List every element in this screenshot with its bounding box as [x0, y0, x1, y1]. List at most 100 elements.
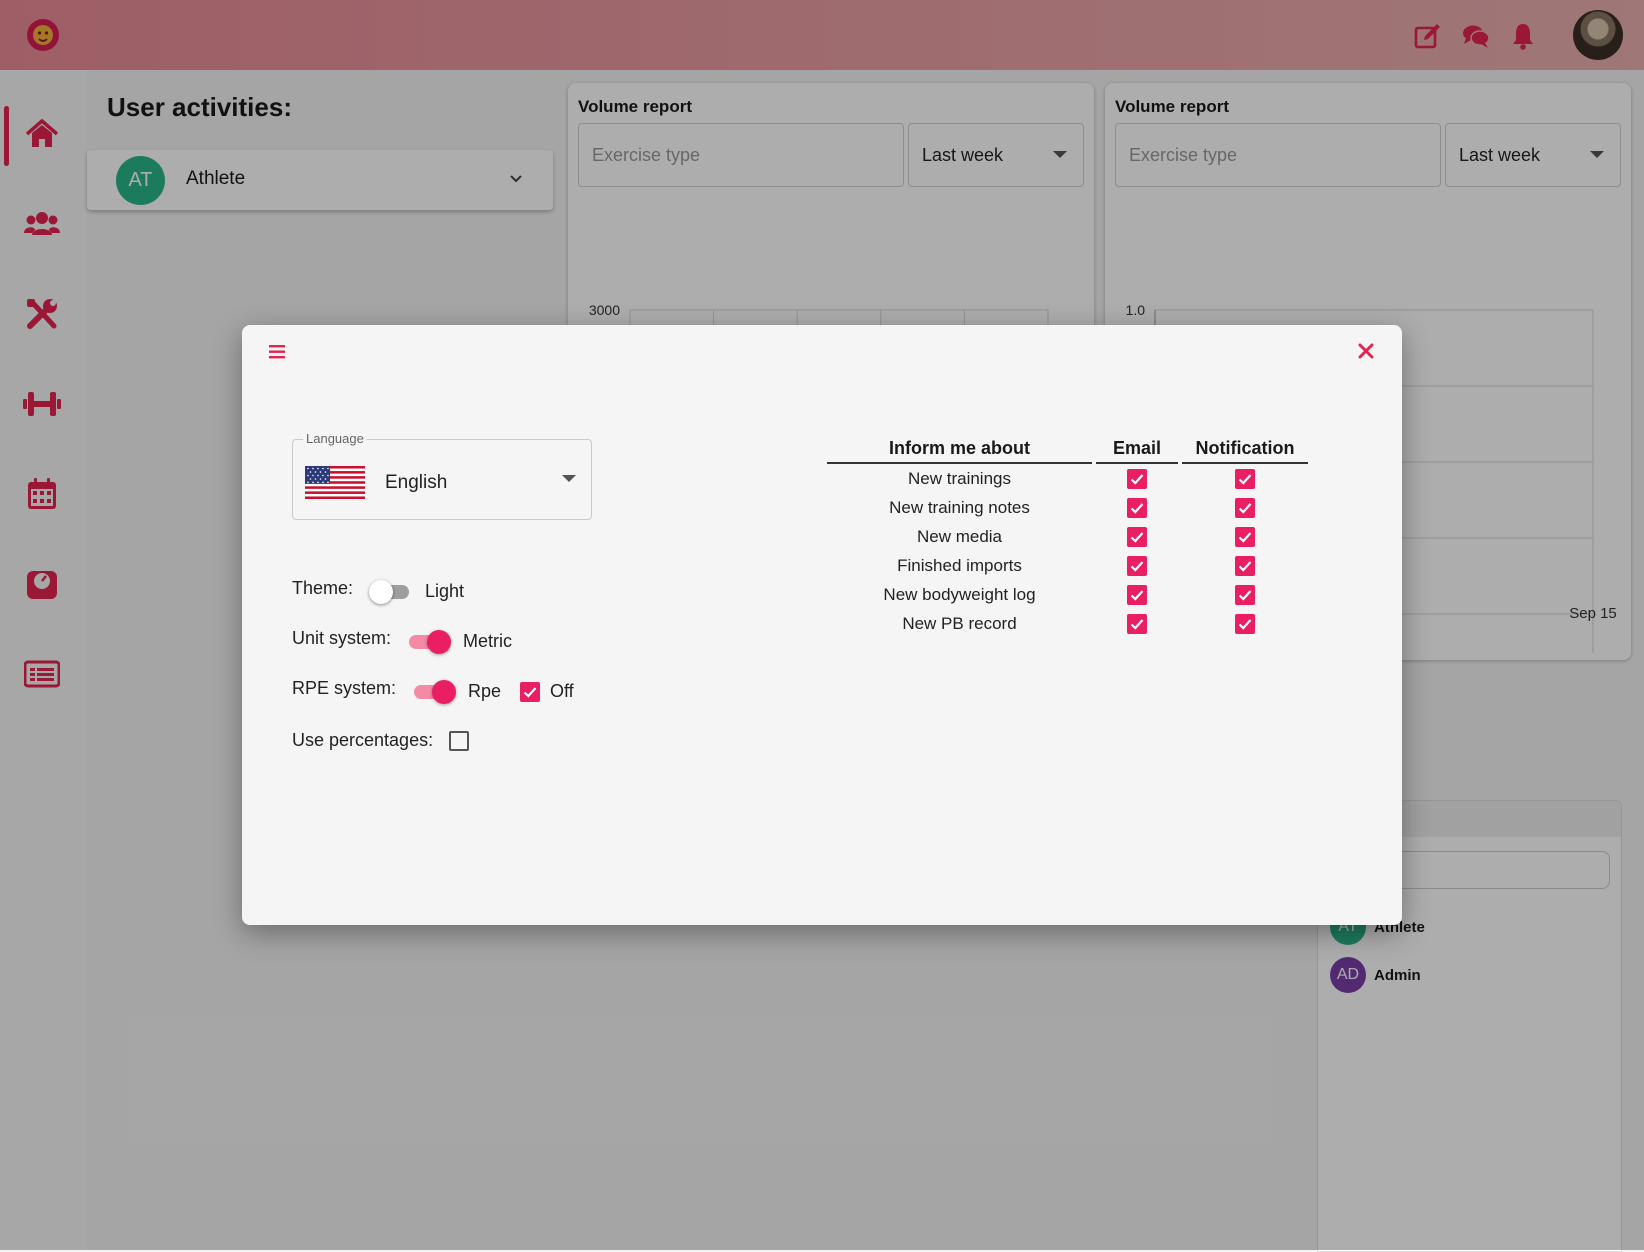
toggle-thumb	[432, 680, 456, 704]
email-cell	[1096, 609, 1178, 638]
notification-checkbox[interactable]	[1235, 497, 1255, 518]
row-label: Finished imports	[897, 555, 1022, 575]
tools-icon	[27, 299, 57, 329]
top-app-bar	[0, 0, 1644, 70]
home-icon	[25, 119, 59, 147]
email-checkbox[interactable]	[1127, 497, 1147, 518]
email-checkbox[interactable]	[1127, 468, 1147, 489]
dumbbell-icon	[23, 392, 61, 416]
table-row: New bodyweight log	[827, 580, 1308, 609]
check-icon	[1238, 619, 1252, 630]
check-icon	[1130, 532, 1144, 543]
card-title: Volume report	[578, 97, 692, 116]
table-row: New training notes	[827, 493, 1308, 522]
notification-checkbox[interactable]	[1235, 613, 1255, 634]
check-icon	[1238, 590, 1252, 601]
notification-preferences-table: Inform me about Email Notification New t…	[823, 435, 1312, 638]
period-select[interactable]: Last week	[1445, 123, 1621, 187]
theme-value: Light	[425, 581, 465, 601]
sidebar-item-bodyweight[interactable]	[18, 560, 66, 608]
exercise-type-input[interactable]: Exercise type	[1115, 123, 1441, 187]
language-label: Language	[303, 431, 367, 446]
sidebar-item-calendar[interactable]	[18, 470, 66, 518]
calendar-icon	[28, 478, 56, 509]
theme-label: Theme:	[292, 578, 354, 598]
rpe-system-toggle[interactable]	[410, 678, 456, 706]
toggle-thumb	[369, 580, 393, 604]
theme-toggle[interactable]	[369, 578, 413, 606]
notification-cell	[1182, 464, 1308, 493]
email-cell	[1096, 464, 1178, 493]
period-select[interactable]: Last week	[908, 123, 1084, 187]
language-select[interactable]: Language English	[292, 431, 592, 520]
use-percentages-checkbox[interactable]	[449, 731, 469, 751]
caret-down-icon	[562, 475, 576, 482]
row-label: New media	[916, 526, 1003, 546]
bell-icon[interactable]	[1508, 21, 1538, 51]
table-row: New trainings	[827, 464, 1308, 493]
notification-checkbox[interactable]	[1235, 555, 1255, 576]
y-tick-label: 3000	[589, 302, 620, 318]
check-icon	[1238, 503, 1252, 514]
user-avatar[interactable]	[1573, 10, 1623, 60]
us-flag-icon	[305, 466, 365, 499]
settings-dialog: Language English Theme: Light	[242, 325, 1402, 925]
close-icon[interactable]	[1354, 339, 1378, 363]
sidebar-item-home[interactable]	[18, 110, 66, 158]
email-cell	[1096, 551, 1178, 580]
notification-cell	[1182, 551, 1308, 580]
avatar: AT	[116, 156, 165, 205]
row-label: New trainings	[908, 468, 1011, 488]
notification-checkbox[interactable]	[1235, 526, 1255, 547]
email-checkbox[interactable]	[1127, 555, 1147, 576]
row-label: New PB record	[902, 613, 1017, 633]
email-cell	[1096, 522, 1178, 551]
notification-cell	[1182, 493, 1308, 522]
row-label: New bodyweight log	[883, 584, 1036, 604]
chat-icon[interactable]	[1461, 21, 1491, 51]
active-indicator	[4, 106, 9, 166]
user-activity-select[interactable]: AT Athlete	[87, 150, 553, 210]
sidebar-item-exercises[interactable]	[18, 380, 66, 428]
email-cell	[1096, 493, 1178, 522]
use-percentages-label: Use percentages:	[292, 730, 434, 750]
member-item[interactable]: AD Admin	[1330, 957, 1421, 993]
unit-system-toggle[interactable]	[405, 628, 451, 656]
unit-system-label: Unit system:	[292, 628, 392, 648]
row-label: New training notes	[889, 497, 1030, 517]
rpe-off-checkbox[interactable]	[520, 682, 540, 702]
menu-icon[interactable]	[266, 340, 290, 364]
check-icon	[1238, 561, 1252, 572]
check-icon	[1238, 474, 1252, 485]
notification-checkbox[interactable]	[1235, 468, 1255, 489]
email-checkbox[interactable]	[1127, 584, 1147, 605]
check-icon	[1130, 474, 1144, 485]
check-icon	[1130, 503, 1144, 514]
card-title: Volume report	[1115, 97, 1229, 116]
selected-user-name: Athlete	[186, 168, 246, 189]
exercise-type-input[interactable]: Exercise type	[578, 123, 904, 187]
caret-down-icon	[1590, 151, 1604, 158]
sidebar-item-logs[interactable]	[18, 650, 66, 698]
scale-icon	[27, 571, 57, 599]
check-icon	[1238, 532, 1252, 543]
rpe-off-label: Off	[550, 681, 574, 701]
sidebar-item-users[interactable]	[18, 200, 66, 248]
lion-logo-icon[interactable]	[26, 17, 60, 53]
unit-system-value: Metric	[463, 631, 512, 651]
table-row: New media	[827, 522, 1308, 551]
email-checkbox[interactable]	[1127, 613, 1147, 634]
column-header: Email	[1096, 435, 1178, 464]
check-icon	[1130, 590, 1144, 601]
check-icon	[1130, 619, 1144, 630]
notification-checkbox[interactable]	[1235, 584, 1255, 605]
sidebar-item-tools[interactable]	[18, 290, 66, 338]
rpe-system-label: RPE system:	[292, 678, 397, 698]
email-cell	[1096, 580, 1178, 609]
y-tick-label: 1.0	[1126, 302, 1146, 318]
email-checkbox[interactable]	[1127, 526, 1147, 547]
users-icon	[24, 212, 60, 235]
edit-icon[interactable]	[1413, 21, 1443, 51]
notification-cell	[1182, 609, 1308, 638]
toggle-thumb	[427, 630, 451, 654]
